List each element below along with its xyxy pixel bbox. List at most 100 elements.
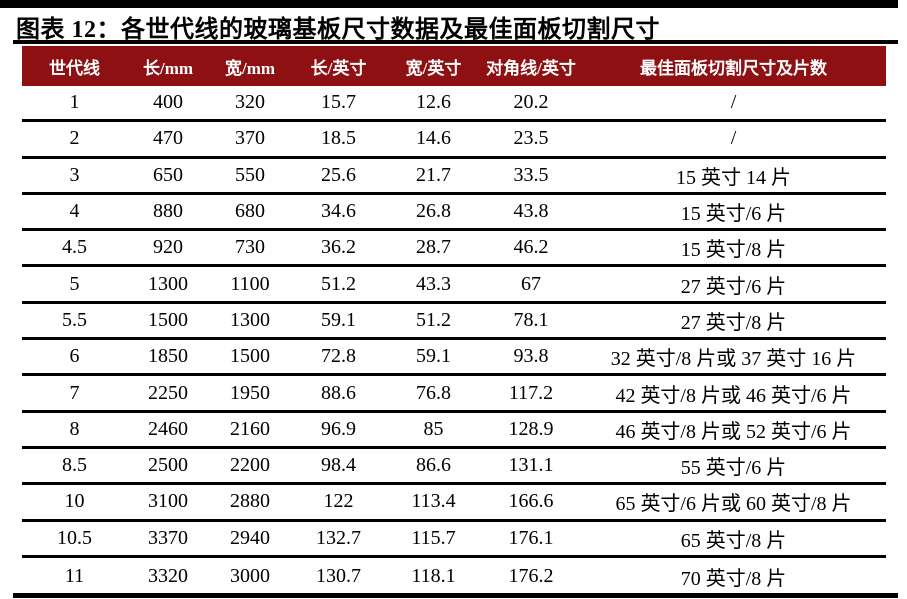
table-cell: 130.7: [316, 564, 361, 587]
table-cell: 1950: [209, 374, 291, 413]
table-cell: 11: [64, 564, 85, 587]
table-cell: 46 英寸/8 片或 52 英寸/6 片: [581, 411, 886, 449]
bottom-rule: [13, 593, 898, 598]
table-cell: 1500: [127, 302, 209, 341]
col-header-diagonal-inch: 对角线/英寸: [481, 46, 581, 86]
table-cell: 32 英寸/8 片或 37 英寸 16 片: [581, 338, 886, 377]
title-rule: [13, 40, 898, 44]
table-cell: 370: [209, 120, 291, 159]
table-cell: 4: [22, 193, 127, 232]
table-cell: 730: [209, 229, 291, 268]
table-cell: 2460: [127, 411, 209, 449]
table-cell: 28.7: [386, 229, 481, 268]
table-cell: 118.1: [411, 564, 456, 587]
table-cell: 43.8: [481, 193, 581, 232]
table-row: 5 1300 1100 51.2 43.3 67 27 英寸/6 片: [22, 265, 886, 304]
table-cell: 10: [22, 483, 127, 522]
table-cell: 320: [209, 86, 291, 123]
table-cell: 166.6: [481, 483, 581, 522]
table-cell: 3100: [127, 483, 209, 522]
table-row: 5.5 1500 1300 59.1 51.2 78.1 27 英寸/8 片: [22, 302, 886, 341]
col-header-length-mm: 长/mm: [127, 46, 209, 86]
table-cell: 176.1: [481, 520, 581, 558]
table-body: 1 400 320 15.7 12.6 20.2/2 470 370 18.5 14.6 23.5/…: [22, 86, 886, 594]
table-cell: /: [581, 86, 886, 123]
table-cell: 59.1: [291, 302, 386, 341]
col-header-width-inch: 宽/英寸: [386, 46, 481, 86]
table-cell: 2250: [127, 374, 209, 413]
table-cell: 85: [386, 411, 481, 449]
table-row: 10.5 3370 2940 132.7 115.7 176.1 65 英寸/8 片: [22, 520, 886, 558]
table-cell: 113.4: [386, 483, 481, 522]
table-cell: 27 英寸/8 片: [581, 302, 886, 341]
table-cell: 132.7: [291, 520, 386, 558]
col-header-length-inch: 长/英寸: [291, 46, 386, 86]
table-cell: 15 英寸 14 片: [581, 157, 886, 195]
table-cell: 42 英寸/8 片或 46 英寸/6 片: [581, 374, 886, 413]
table-cell: 115.7: [386, 520, 481, 558]
table-cell: 3: [22, 157, 127, 195]
table-row: 4 880 680 34.6 26.8 43.8 15 英寸/6 片: [22, 193, 886, 232]
table-cell: 46.2: [481, 229, 581, 268]
table-cell: 5.5: [22, 302, 127, 341]
col-header-width-mm: 宽/mm: [209, 46, 291, 86]
table-cell: 15 英寸/6 片: [581, 193, 886, 232]
table-cell: 12.6: [386, 86, 481, 123]
table-cell: 131.1: [481, 447, 581, 486]
table-row: 8 2460 2160 96.9 85 128.9 46 英寸/8 片或 52 英寸/6 片: [22, 411, 886, 449]
table-cell: 3370: [127, 520, 209, 558]
table-cell: 93.8: [481, 338, 581, 377]
table-cell: 33.5: [481, 157, 581, 195]
table-cell: 2200: [209, 447, 291, 486]
table-cell: 550: [209, 157, 291, 195]
table-cell: 96.9: [291, 411, 386, 449]
table-cell: 59.1: [386, 338, 481, 377]
table-row: 6 1850 1500 72.8 59.1 93.8 32 英寸/8 片或 37 英寸 16…: [22, 338, 886, 377]
table-cell: 880: [127, 193, 209, 232]
table-cell: 680: [209, 193, 291, 232]
table-cell: 4.5: [22, 229, 127, 268]
table-cell: 26.8: [386, 193, 481, 232]
table-cell: 34.6: [291, 193, 386, 232]
table-cell: 51.2: [291, 265, 386, 304]
glass-substrate-table: 世代线 长/mm 宽/mm 长/英寸 宽/英寸 对角线/英寸 最佳面板切割尺寸及…: [22, 46, 886, 594]
table-cell: 2880: [209, 483, 291, 522]
table-cell: 86.6: [386, 447, 481, 486]
figure-title: 图表 12：各世代线的玻璃基板尺寸数据及最佳面板切割尺寸: [16, 17, 660, 43]
table-cell: 650: [127, 157, 209, 195]
table-cell: 78.1: [481, 302, 581, 341]
table-cell: 72.8: [291, 338, 386, 377]
table-cell: 1500: [209, 338, 291, 377]
table-cell: 2940: [209, 520, 291, 558]
table-cell: 21.7: [386, 157, 481, 195]
table-cell: 15.7: [291, 86, 386, 123]
table-cell: 98.4: [291, 447, 386, 486]
table-cell: 76.8: [386, 374, 481, 413]
table-cell: 920: [127, 229, 209, 268]
table-cell: 65 英寸/8 片: [581, 520, 886, 558]
table-cell: 400: [127, 86, 209, 123]
table-row: 7 2250 1950 88.6 76.8 117.2 42 英寸/8 片或 46 英寸/6…: [22, 374, 886, 413]
top-rule: [0, 0, 898, 8]
table-cell: 1100: [209, 265, 291, 304]
table-row: 11 3320 3000 130.7 118.1 176.2 70 英寸/8 片: [22, 556, 886, 594]
table-cell: 2500: [127, 447, 209, 486]
table-cell: 8.5: [22, 447, 127, 486]
table-cell: 3320: [148, 564, 188, 587]
table-cell: 2: [22, 120, 127, 159]
table-cell: 7: [22, 374, 127, 413]
table-row: 3 650 550 25.6 21.7 33.5 15 英寸 14 片: [22, 157, 886, 195]
table-cell: 128.9: [481, 411, 581, 449]
table-cell: 122: [291, 483, 386, 522]
table-cell: 3000: [230, 564, 270, 587]
table-row: 4.5 920 730 36.2 28.7 46.2 15 英寸/8 片: [22, 229, 886, 268]
table-cell: 1: [22, 86, 127, 123]
table-cell: 27 英寸/6 片: [581, 265, 886, 304]
table-row: 10 3100 2880 122 113.4 166.6 65 英寸/6 片或 60 英寸/…: [22, 483, 886, 522]
table-cell: 51.2: [386, 302, 481, 341]
table-cell: 2160: [209, 411, 291, 449]
table-cell: 15 英寸/8 片: [581, 229, 886, 268]
col-header-generation-line: 世代线: [22, 46, 127, 86]
table-cell: 67: [481, 265, 581, 304]
